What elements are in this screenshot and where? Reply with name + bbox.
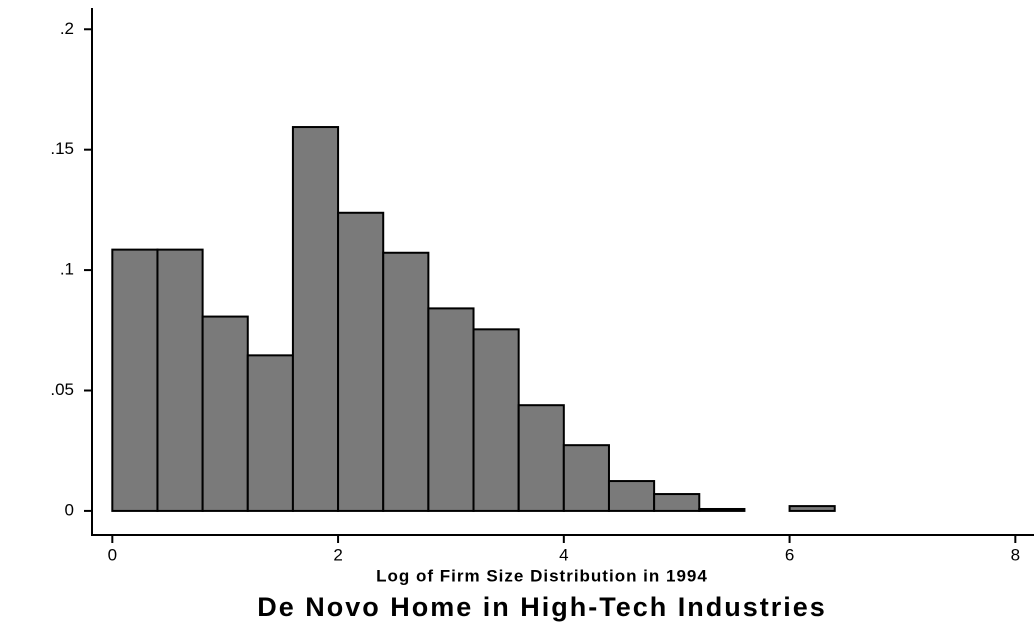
x-tick-label: 4: [559, 545, 568, 564]
x-tick-label: 0: [108, 545, 117, 564]
bar: [427, 307, 475, 512]
chart-title: De Novo Home in High-Tech Industries: [257, 592, 827, 622]
bar: [472, 328, 520, 512]
bar: [156, 248, 204, 512]
y-tick-label: 0: [65, 500, 74, 519]
x-tick-label: 8: [1011, 545, 1020, 564]
bar: [337, 211, 385, 512]
bar: [562, 444, 610, 512]
bar: [607, 480, 656, 512]
y-tick-label: .05: [50, 380, 74, 399]
bar: [291, 126, 340, 512]
bar: [201, 315, 249, 512]
x-axis-label: Log of Firm Size Distribution in 1994: [376, 566, 708, 585]
y-tick-label: .2: [60, 19, 74, 38]
bar: [788, 505, 836, 512]
bar: [698, 507, 746, 512]
bar: [382, 251, 430, 512]
bar: [517, 404, 565, 512]
x-tick-label: 6: [785, 545, 794, 564]
bar: [246, 354, 294, 512]
y-tick-label: .1: [60, 260, 74, 279]
bar: [111, 248, 159, 512]
bar: [653, 493, 701, 512]
y-tick-label: .15: [50, 139, 74, 158]
x-tick-label: 2: [333, 545, 342, 564]
